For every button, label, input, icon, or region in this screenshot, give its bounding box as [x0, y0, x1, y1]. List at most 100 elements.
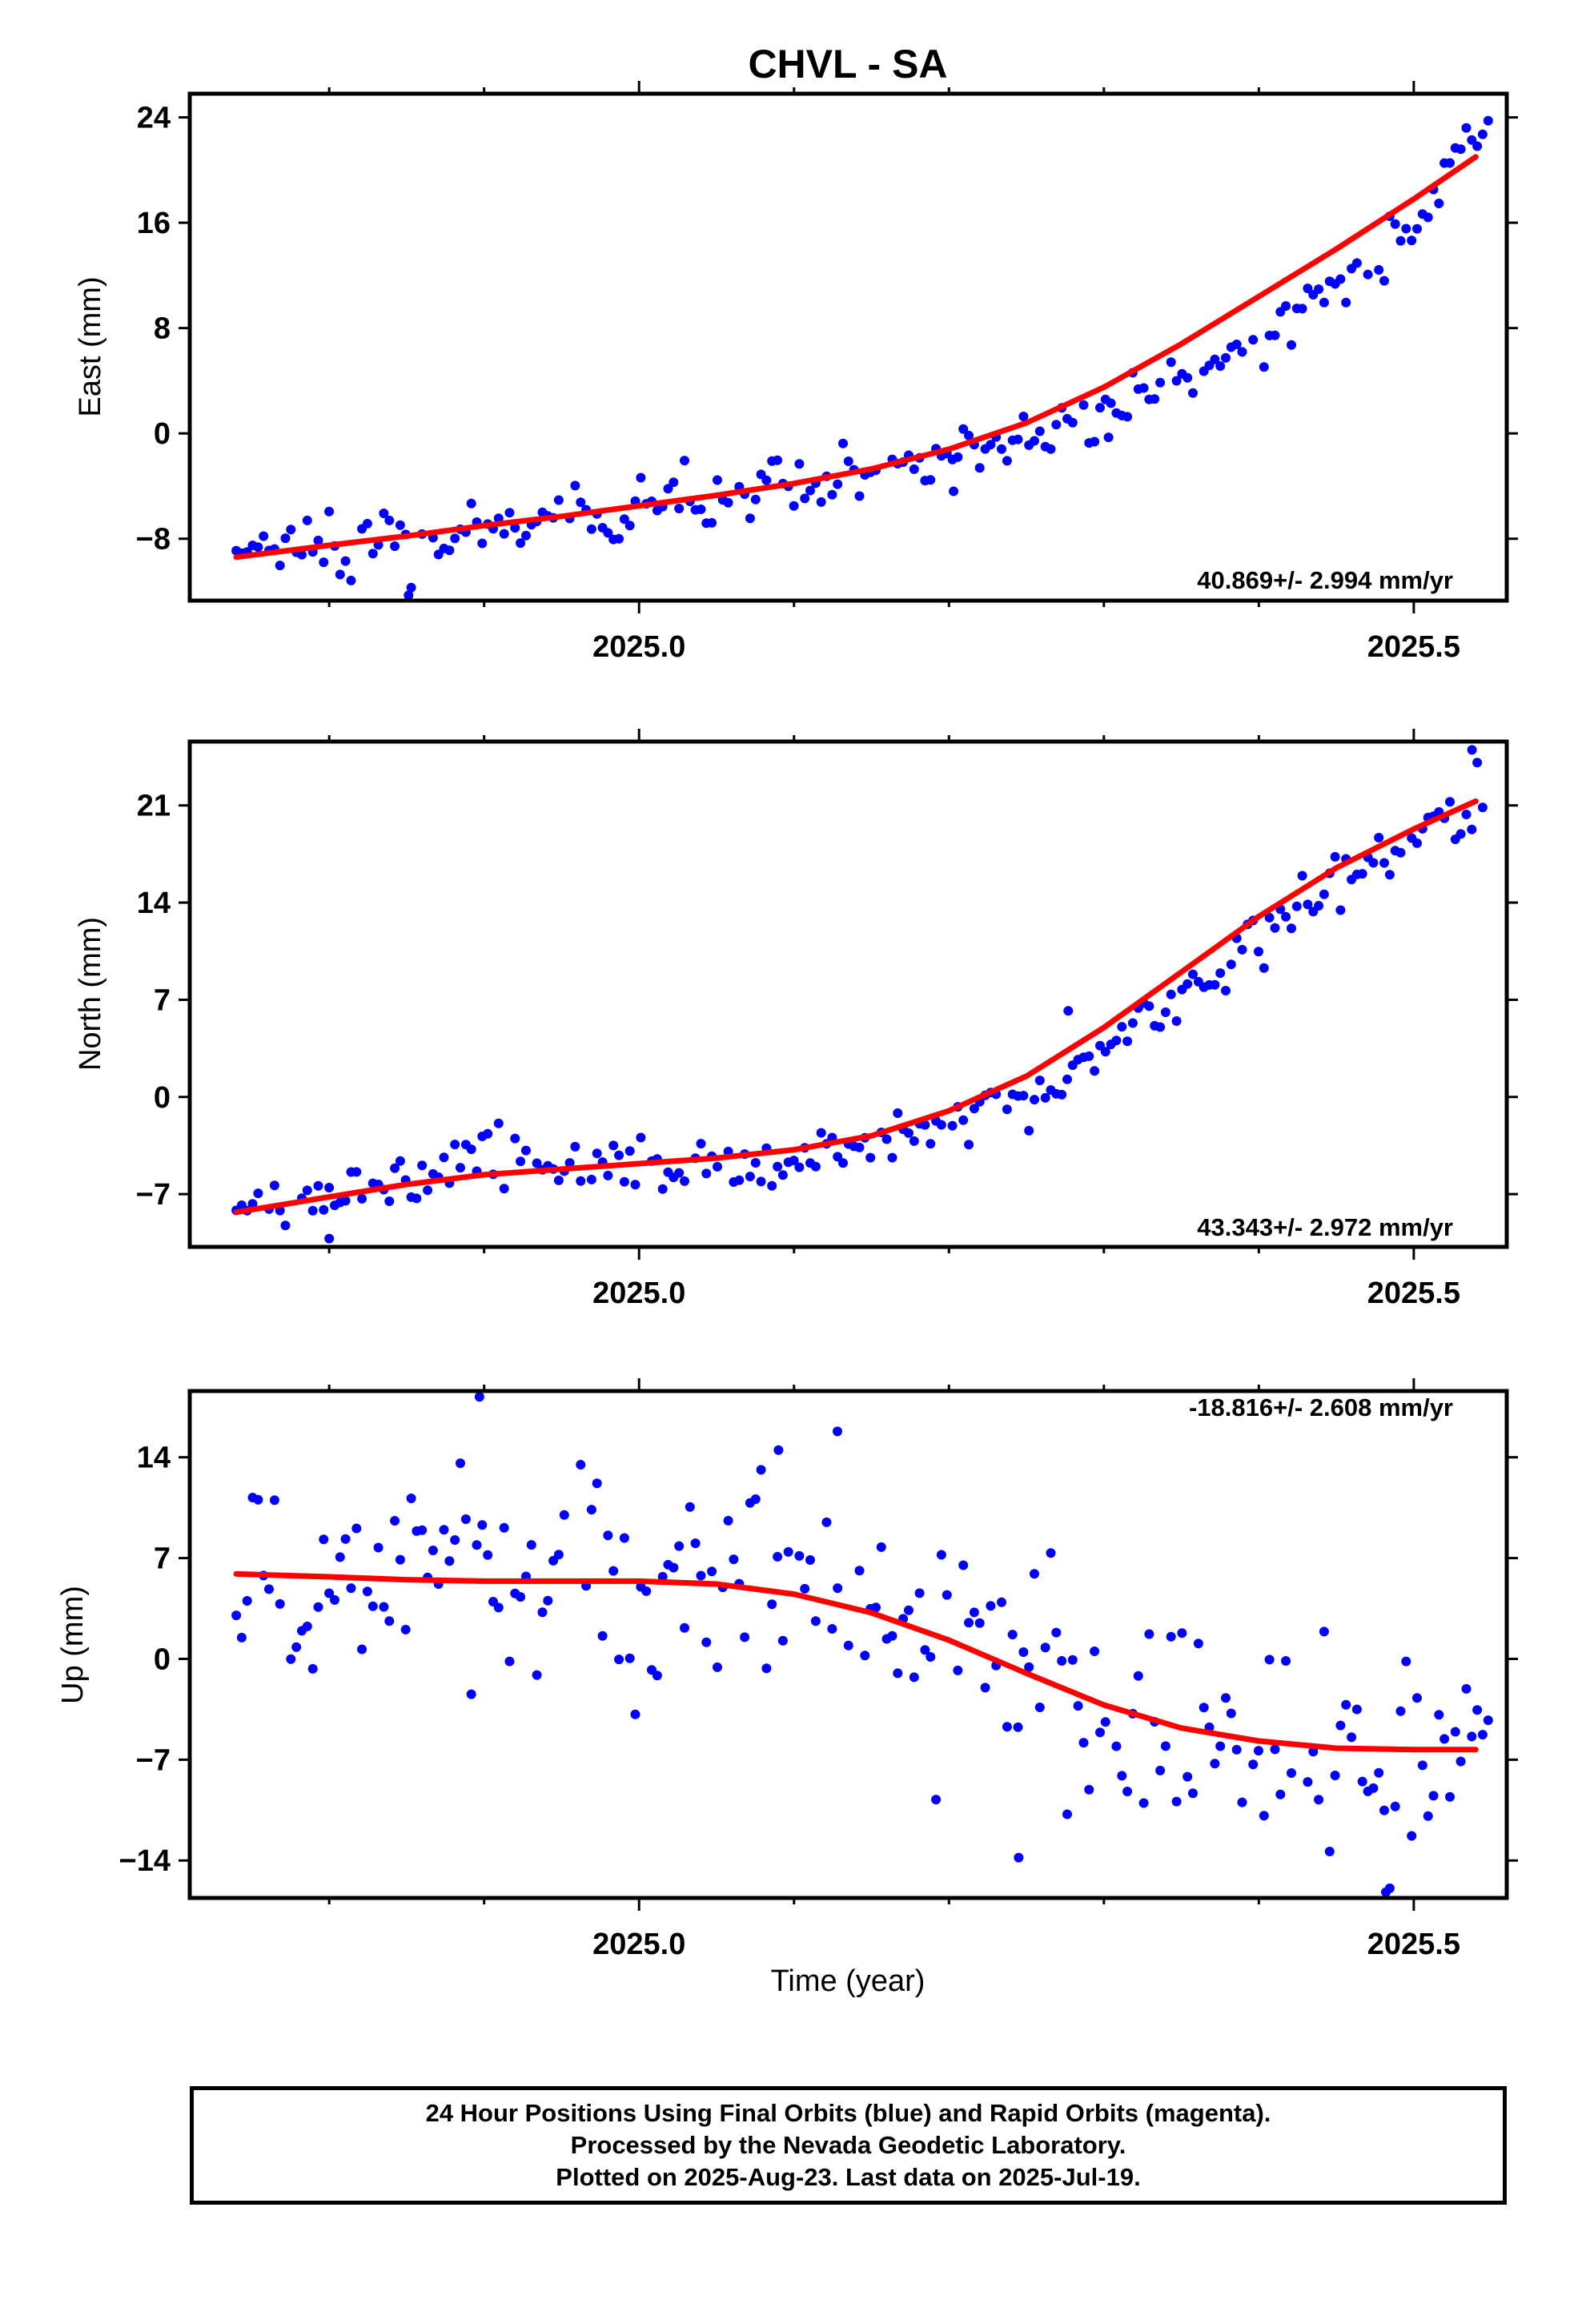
up-data-point [821, 1517, 832, 1527]
east-data-point [395, 520, 405, 530]
caption-box: 24 Hour Positions Using Final Orbits (bl… [190, 2086, 1507, 2205]
north-axes: 21 14 7 0 −7 2025.0 2025.5 [136, 729, 1518, 1310]
east-data-point [313, 535, 323, 545]
north-data-point [1254, 947, 1263, 957]
up-data-point [964, 1618, 974, 1628]
up-data-point [1254, 1746, 1263, 1756]
east-data-point [367, 549, 378, 559]
north-data-point [423, 1185, 433, 1196]
north-data-point [701, 1168, 712, 1179]
north-data-point [439, 1152, 449, 1163]
up-data-point [1472, 1705, 1483, 1715]
up-data-point [603, 1530, 613, 1541]
north-panel: 21 14 7 0 −7 2025.0 2025.5 North (mm) 43.343+/… [74, 729, 1518, 1310]
north-data-point [854, 1142, 865, 1152]
north-data-point [313, 1180, 323, 1191]
time-axis-label: Time (year) [771, 1964, 926, 1998]
up-data-point [1379, 1805, 1389, 1815]
up-data-point [1248, 1759, 1259, 1770]
up-data-point [920, 1645, 930, 1655]
north-data-point [307, 1205, 318, 1216]
north-data-point [833, 1152, 843, 1162]
north-data-point [280, 1220, 291, 1231]
east-data-point [723, 497, 733, 508]
north-points [231, 745, 1488, 1244]
up-data-point [592, 1478, 602, 1489]
up-data-point [1423, 1811, 1433, 1821]
north-data-point [713, 1161, 722, 1172]
up-data-point [680, 1622, 689, 1633]
north-data-point [592, 1148, 602, 1159]
up-data-point [532, 1670, 542, 1680]
up-data-point [516, 1592, 526, 1602]
east-data-point [674, 504, 685, 513]
north-data-point [1319, 889, 1329, 899]
up-fit-line [233, 1570, 1479, 1753]
north-data-point [466, 1144, 476, 1155]
up-data-point [810, 1616, 821, 1626]
east-data-point [1248, 335, 1259, 345]
north-data-point [412, 1193, 422, 1204]
up-data-point [794, 1550, 805, 1561]
up-data-point [1221, 1693, 1231, 1703]
east-data-point [1166, 357, 1176, 368]
north-data-point [1379, 858, 1389, 868]
up-ytick-label: −14 [119, 1844, 171, 1878]
up-data-point [1177, 1628, 1187, 1638]
up-data-point [1073, 1701, 1083, 1711]
up-data-point [1171, 1796, 1182, 1807]
north-data-point [969, 1104, 979, 1114]
up-data-point [1477, 1730, 1488, 1740]
up-axes: 14 7 0 −7 −14 2025.0 2025.5 [119, 1378, 1518, 1961]
up-data-point [980, 1683, 990, 1693]
north-frame [187, 739, 1509, 1249]
up-data-point [833, 1426, 842, 1437]
north-data-point [1188, 969, 1198, 979]
up-data-point [1303, 1777, 1313, 1787]
north-xtick-label: 2025.5 [1367, 1277, 1460, 1310]
up-data-point [1231, 1744, 1242, 1755]
up-data-point [1330, 1771, 1340, 1780]
east-data-point [953, 452, 963, 462]
east-data-point [1018, 412, 1029, 421]
east-data-point [1314, 284, 1324, 295]
north-data-point [1456, 829, 1466, 839]
up-data-point [854, 1566, 865, 1576]
north-data-point [619, 1176, 629, 1187]
up-data-point [767, 1599, 777, 1610]
north-data-point [493, 1118, 504, 1128]
up-data-point [526, 1540, 536, 1550]
up-data-point [460, 1514, 471, 1524]
north-data-point [1160, 1007, 1170, 1017]
up-data-point [630, 1709, 640, 1719]
east-data-point [1341, 297, 1351, 308]
north-data-point [964, 1140, 974, 1150]
up-data-point [1215, 1741, 1226, 1751]
north-data-point [1259, 963, 1269, 973]
north-data-point [614, 1150, 624, 1160]
east-data-point [1379, 275, 1389, 286]
east-data-point [1303, 283, 1313, 294]
north-data-point [608, 1140, 619, 1151]
east-data-point [1423, 212, 1433, 223]
up-data-point [701, 1637, 712, 1647]
north-data-point [564, 1158, 575, 1168]
up-ytick-label: −7 [136, 1743, 171, 1777]
up-data-point [362, 1586, 372, 1597]
up-data-point [887, 1630, 897, 1641]
up-data-point [1434, 1710, 1444, 1720]
up-data-point [597, 1630, 608, 1641]
up-data-point [936, 1550, 946, 1560]
up-data-point [1155, 1765, 1166, 1775]
north-data-point [450, 1140, 460, 1150]
east-axis-label: East (mm) [74, 276, 107, 416]
up-data-point [269, 1495, 279, 1506]
up-data-point [417, 1525, 428, 1535]
east-data-point [1297, 304, 1307, 314]
north-data-point [324, 1183, 335, 1192]
east-data-point [286, 525, 296, 535]
up-data-point [439, 1525, 449, 1535]
up-data-point [773, 1445, 784, 1455]
up-data-point [444, 1556, 455, 1566]
up-data-point [800, 1583, 810, 1594]
